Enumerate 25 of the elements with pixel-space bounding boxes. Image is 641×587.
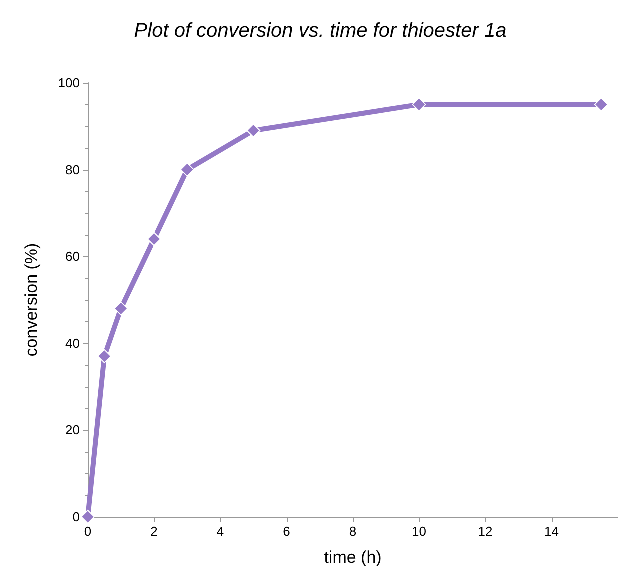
y-tick-label: 80 [66,162,80,178]
x-axis-title: time (h) [324,548,382,567]
y-tick-label: 60 [66,249,80,264]
x-tick-label: 0 [84,524,92,539]
chart-title: Plot of conversion vs. time for thioester 1a [134,20,507,42]
y-tick-label: 20 [66,422,80,438]
y-tick-label: 100 [58,76,80,90]
point [594,98,608,112]
point [114,302,128,316]
x-tick-label: 4 [216,524,224,539]
y-tick-label: 40 [66,336,80,351]
point [246,124,261,138]
y-axis-title: conversion (%) [22,243,41,357]
x-tick-label: 8 [349,524,357,539]
point [98,349,112,364]
y-tick-label: 0 [72,510,80,524]
x-tick-label: 12 [478,524,493,539]
point [147,232,162,246]
point [412,98,426,112]
point [180,162,194,177]
x-tick-label: 6 [283,524,290,539]
x-tick-label: 2 [150,524,158,539]
x-tick-label: 10 [412,524,426,539]
x-tick-label: 14 [544,524,559,539]
point [81,510,95,524]
